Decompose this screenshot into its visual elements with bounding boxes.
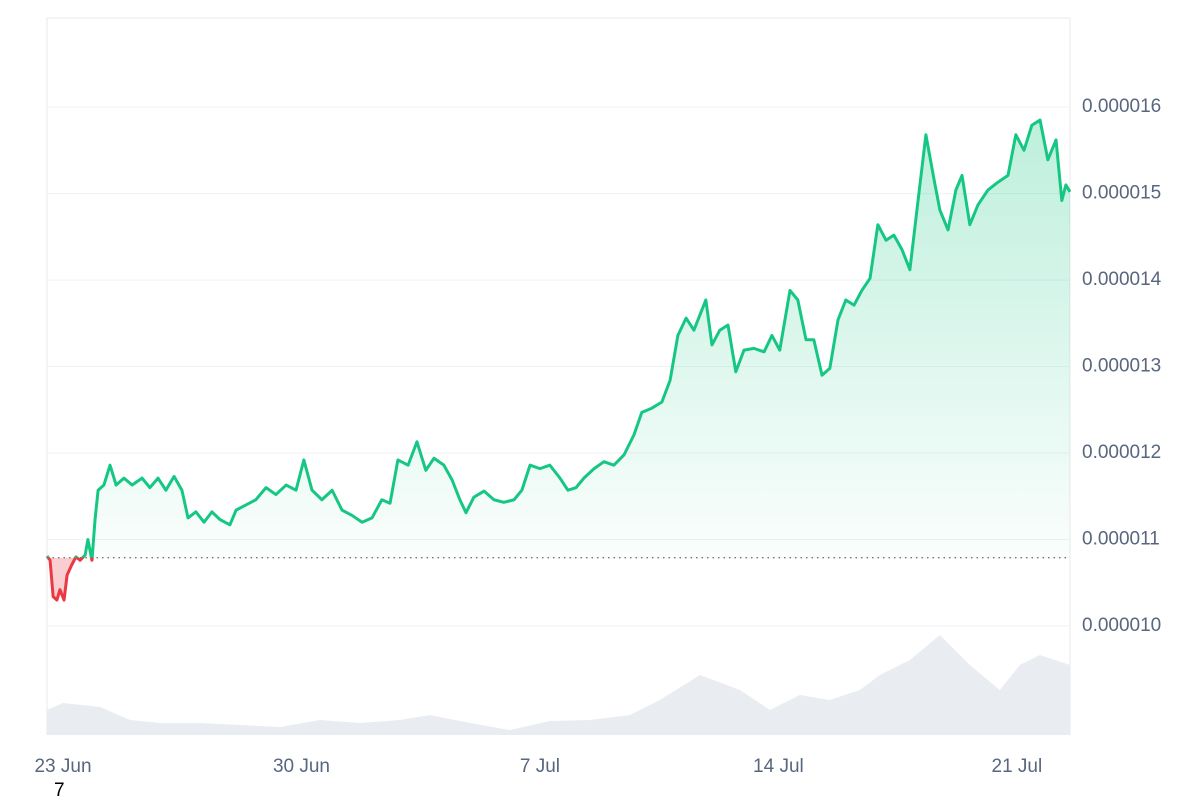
y-tick-label: 0.000015 bbox=[1082, 183, 1161, 204]
volume-area bbox=[47, 635, 1070, 735]
volume-layer bbox=[47, 635, 1070, 735]
x-tick-label: 21 Jul bbox=[992, 756, 1043, 777]
y-tick-label: 0.000010 bbox=[1082, 615, 1161, 636]
plot-layer bbox=[45, 118, 1072, 602]
y-tick-label: 0.000012 bbox=[1082, 442, 1161, 463]
x-tick-label: 14 Jul bbox=[753, 756, 804, 777]
y-tick-label: 0.000016 bbox=[1082, 96, 1161, 117]
annotation: 7 bbox=[54, 780, 65, 800]
labels: 0.000010 0.000011 0.000012 0.000013 0.000014… bbox=[34, 96, 1161, 777]
x-tick-label: 30 Jun bbox=[273, 756, 330, 777]
x-tick-label: 23 Jun bbox=[34, 756, 91, 777]
y-tick-label: 0.000013 bbox=[1082, 356, 1161, 377]
y-tick-label: 0.000014 bbox=[1082, 269, 1162, 290]
y-tick-label: 0.000011 bbox=[1082, 529, 1160, 550]
price-area bbox=[47, 120, 1070, 601]
x-tick-label: 7 Jul bbox=[520, 756, 560, 777]
price-line bbox=[45, 118, 1072, 602]
